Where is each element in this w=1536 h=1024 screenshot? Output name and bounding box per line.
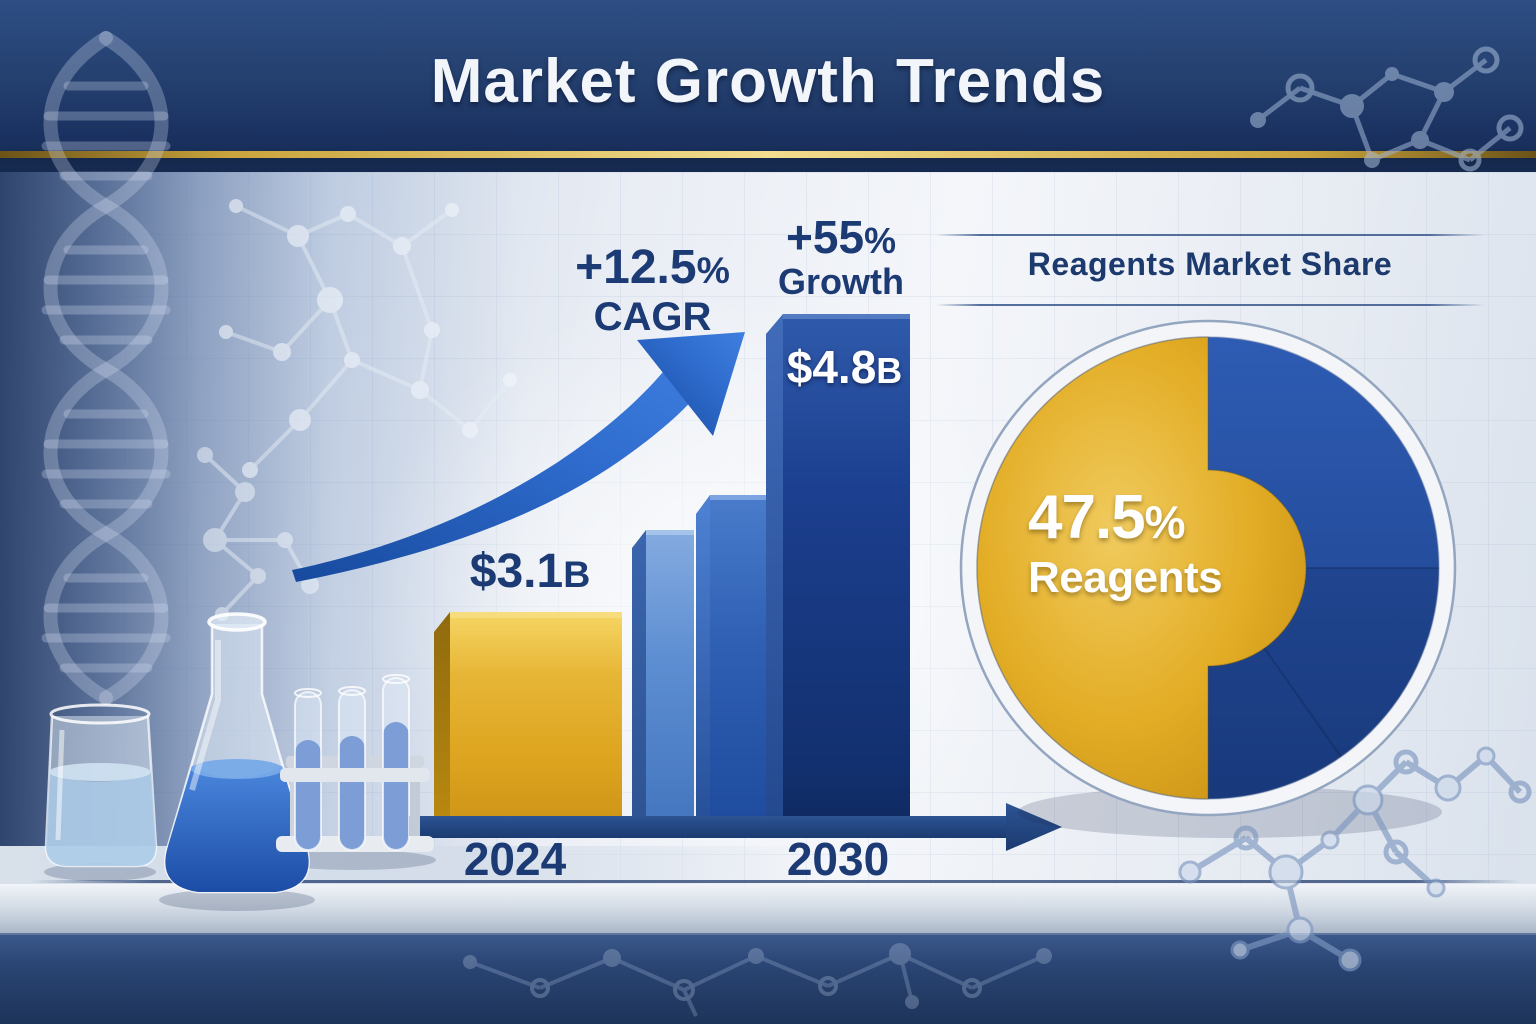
gold-accent-line: [0, 151, 1536, 158]
bar-2030-medium: [696, 495, 766, 818]
pie-chart: [959, 319, 1457, 838]
pie-percent-sign: %: [1144, 496, 1186, 548]
bar-2024-value-suffix: B: [563, 553, 591, 595]
growth-percent-sign: %: [864, 221, 896, 261]
molecule-graphic-bottom-right: [1178, 746, 1532, 972]
bar-2030-dark: [766, 314, 910, 818]
banner-shadow: [0, 158, 1536, 174]
test-tubes: [294, 674, 410, 851]
lab-glassware: [44, 612, 436, 911]
bar-2030-value-suffix: B: [876, 351, 903, 391]
bar-2024-value: $3.1: [469, 545, 564, 598]
molecule-graphic-top-left: [219, 199, 517, 478]
dna-helix-illustration: [41, 31, 171, 705]
pie-header-rule-top: [936, 234, 1484, 236]
x-axis-label-2030: 2030: [786, 833, 890, 885]
beaker-illustration: [44, 703, 158, 868]
pie-section-title: Reagents Market Share: [1027, 246, 1393, 282]
growth-arrow-graphic: [292, 332, 745, 582]
top-banner: [0, 0, 1536, 172]
cagr-percent-sign: %: [696, 249, 730, 291]
molecule-graphic-left-mid: [197, 447, 319, 621]
x-axis-label-2024: 2024: [463, 833, 567, 885]
growth-annotation: +55% Growth: [756, 214, 926, 301]
page-title: Market Growth Trends: [430, 47, 1106, 116]
bar-2024-gold: [434, 612, 622, 818]
cagr-value: +12.5: [575, 241, 697, 294]
horizontal-divider: [0, 880, 1536, 883]
test-tube-rack-illustration: [276, 674, 434, 852]
erlenmeyer-flask-illustration: [164, 612, 310, 894]
bar-2030-value-label: $4.8B: [772, 344, 917, 391]
molecule-chain-bottom-band: [463, 943, 1052, 1017]
pie-percent-value: 47.5: [1028, 483, 1146, 552]
cagr-annotation: +12.5% CAGR: [540, 241, 765, 339]
bar-2030-light: [632, 530, 694, 818]
growth-value: +55: [786, 211, 865, 263]
growth-label: Growth: [778, 260, 904, 302]
cagr-label: CAGR: [593, 294, 712, 339]
pie-slice-reagents: [976, 336, 1307, 800]
pie-header-rule-bottom: [936, 304, 1484, 306]
bottom-band: [0, 933, 1536, 1024]
molecule-graphic-top-right: [1250, 46, 1524, 172]
x-axis-arrow: [392, 803, 1062, 851]
bar-chart: [392, 314, 1062, 851]
bar-2030-value: $4.8: [786, 341, 877, 393]
pie-slice-name-label: Reagents: [1028, 553, 1223, 602]
pie-percent-label: 47.5%: [1028, 486, 1328, 549]
bar-2024-value-label: $3.1B: [425, 545, 635, 598]
